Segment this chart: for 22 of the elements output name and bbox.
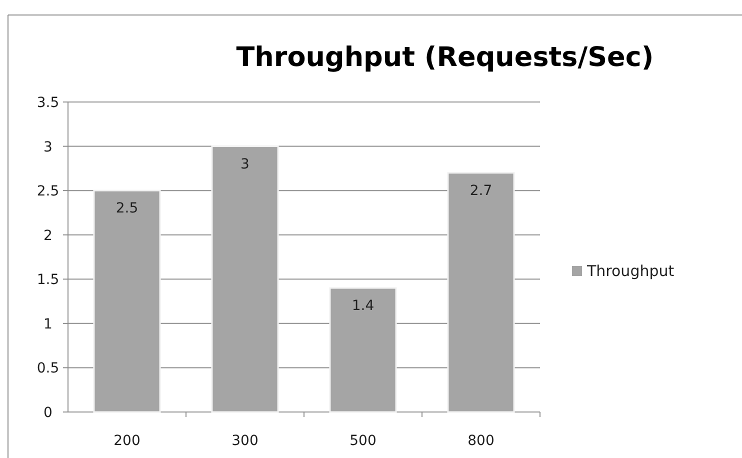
bar bbox=[93, 190, 161, 413]
y-tick-label: 0 bbox=[44, 405, 52, 421]
bar bbox=[329, 287, 397, 413]
x-tick-label: 800 bbox=[468, 433, 494, 449]
bar bbox=[447, 172, 515, 413]
x-tick-label: 300 bbox=[232, 433, 258, 449]
x-tick-label: 500 bbox=[350, 433, 376, 449]
y-tick-label: 1 bbox=[44, 316, 52, 332]
data-label: 1.4 bbox=[352, 298, 374, 314]
legend-label: Throughput bbox=[586, 262, 674, 280]
x-tick-label: 200 bbox=[114, 433, 140, 449]
y-tick-label: 2.5 bbox=[36, 184, 60, 200]
chart-title: Throughput (Requests/Sec) bbox=[236, 42, 654, 73]
y-tick-label: 0.5 bbox=[36, 360, 60, 377]
data-label: 2.5 bbox=[116, 200, 138, 217]
data-label: 2.7 bbox=[470, 182, 492, 199]
data-label: 3 bbox=[240, 156, 250, 172]
y-tick-label: 2 bbox=[44, 228, 52, 244]
y-tick-label: 3.5 bbox=[36, 95, 60, 111]
bar bbox=[211, 146, 279, 413]
y-tick-label: 3 bbox=[44, 139, 52, 156]
y-tick-label: 1.5 bbox=[36, 272, 60, 288]
